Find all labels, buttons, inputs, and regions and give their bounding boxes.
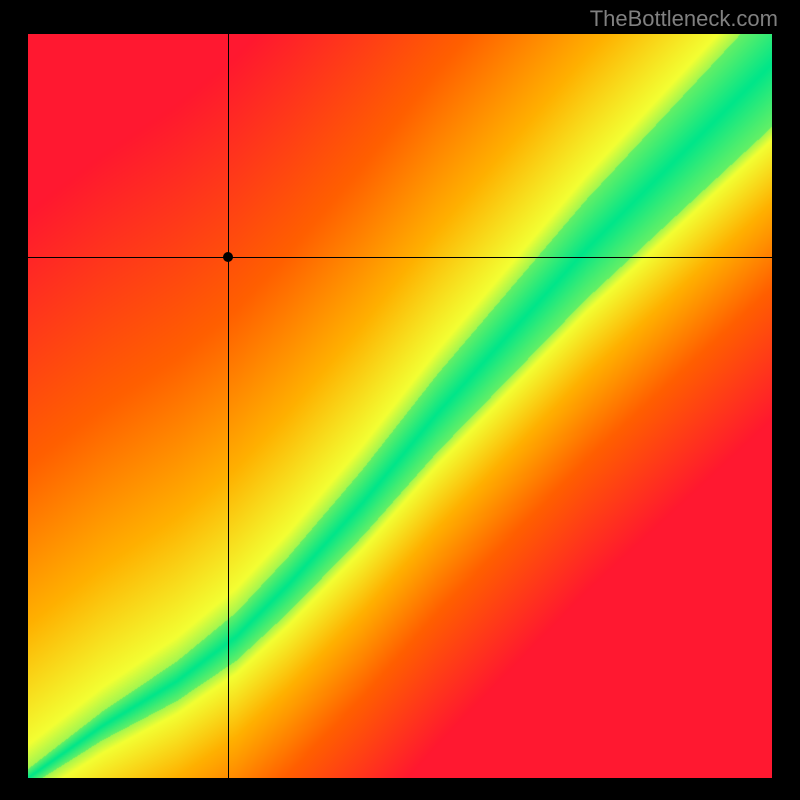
- heatmap-plot: [28, 34, 772, 778]
- crosshair-vertical: [228, 34, 229, 778]
- watermark-text: TheBottleneck.com: [590, 6, 778, 32]
- data-point-marker: [223, 252, 233, 262]
- crosshair-horizontal: [28, 257, 772, 258]
- heatmap-canvas: [28, 34, 772, 778]
